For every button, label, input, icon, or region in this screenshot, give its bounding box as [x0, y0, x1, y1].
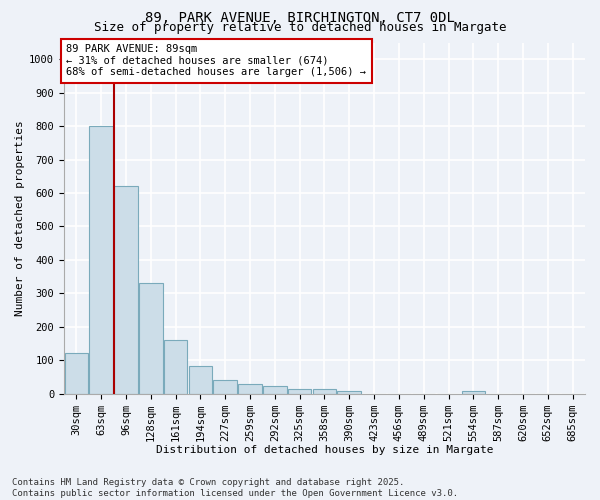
Bar	[65, 353, 88, 394]
Bar	[139, 284, 163, 394]
Text: 89, PARK AVENUE, BIRCHINGTON, CT7 0DL: 89, PARK AVENUE, BIRCHINGTON, CT7 0DL	[145, 11, 455, 25]
Bar	[313, 388, 336, 394]
Bar	[461, 391, 485, 394]
Bar	[114, 186, 138, 394]
Text: Contains HM Land Registry data © Crown copyright and database right 2025.
Contai: Contains HM Land Registry data © Crown c…	[12, 478, 458, 498]
Text: 89 PARK AVENUE: 89sqm
← 31% of detached houses are smaller (674)
68% of semi-det: 89 PARK AVENUE: 89sqm ← 31% of detached …	[67, 44, 367, 78]
Y-axis label: Number of detached properties: Number of detached properties	[15, 120, 25, 316]
Bar	[238, 384, 262, 394]
Bar	[89, 126, 113, 394]
Bar	[214, 380, 237, 394]
X-axis label: Distribution of detached houses by size in Margate: Distribution of detached houses by size …	[155, 445, 493, 455]
Bar	[263, 386, 287, 394]
Bar	[337, 391, 361, 394]
Bar	[188, 366, 212, 394]
Text: Size of property relative to detached houses in Margate: Size of property relative to detached ho…	[94, 22, 506, 35]
Bar	[164, 340, 187, 394]
Bar	[288, 388, 311, 394]
